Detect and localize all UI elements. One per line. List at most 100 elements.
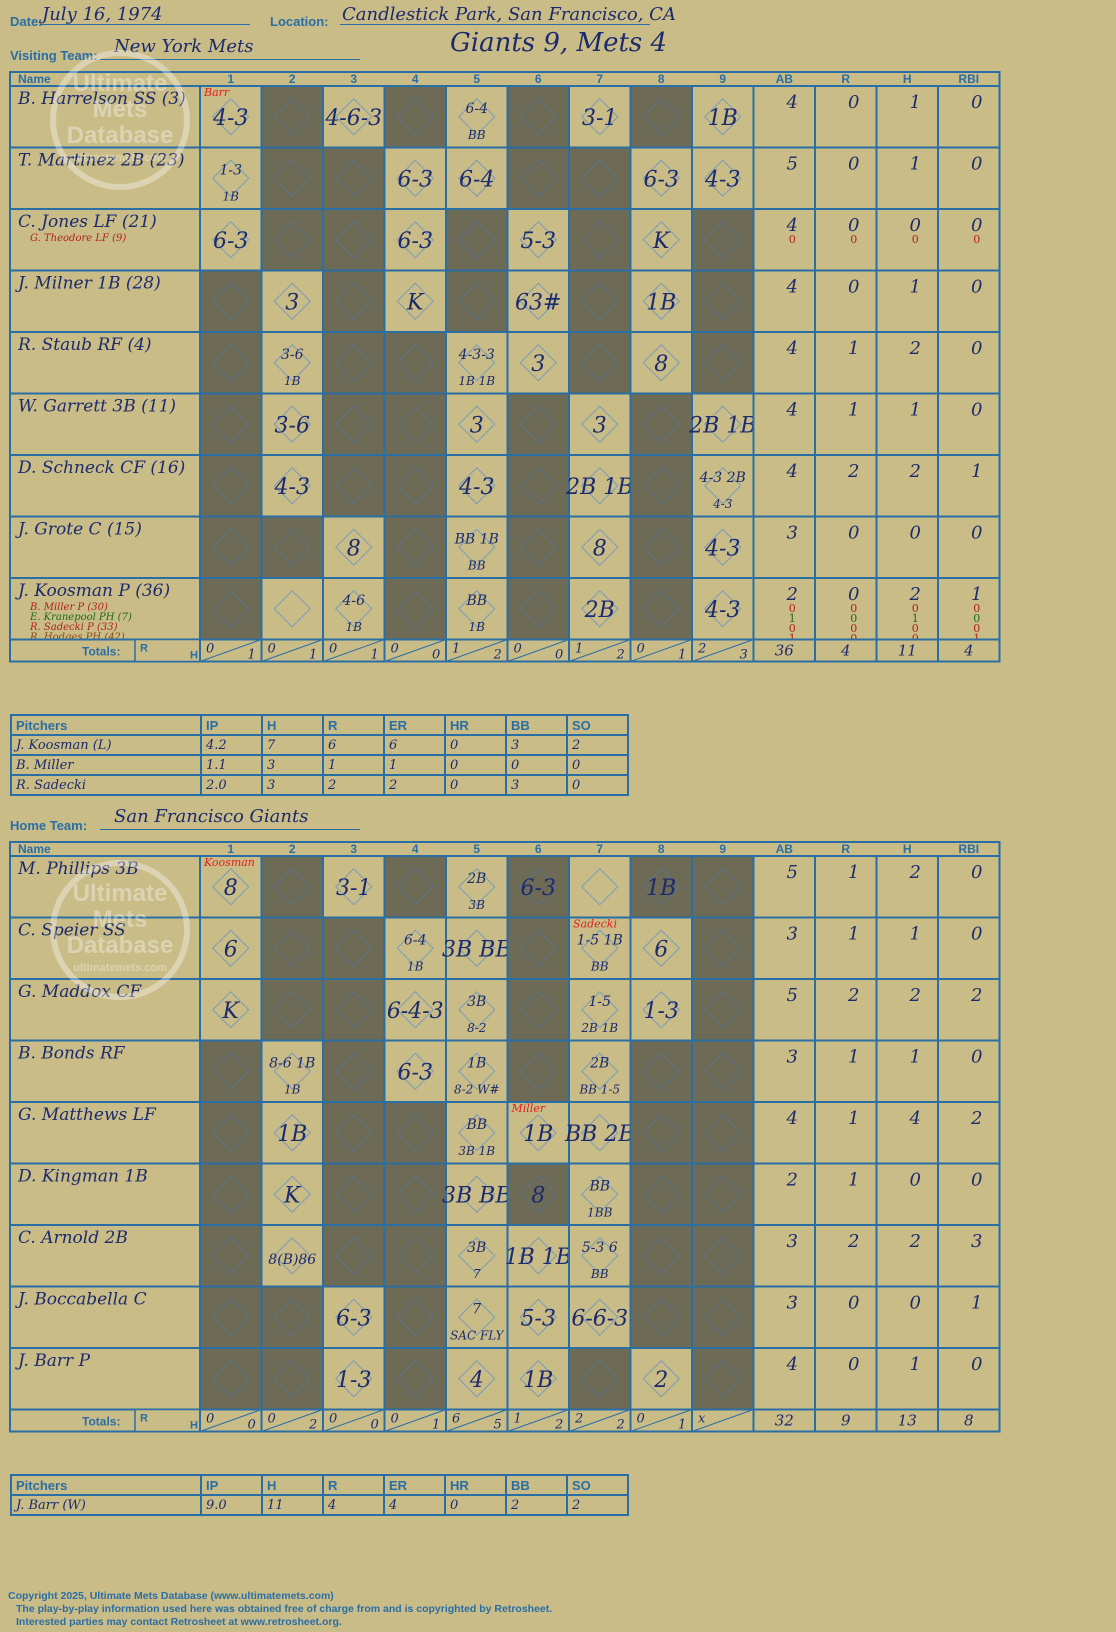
inning-runs: 0 <box>268 1412 276 1427</box>
diamond-icon <box>642 868 680 906</box>
diamond-icon <box>581 1114 619 1152</box>
diamond-icon <box>273 1237 311 1275</box>
at-bat-cell <box>383 1039 447 1103</box>
at-bat-cell <box>199 1285 263 1349</box>
play-notation-secondary: 1B <box>407 959 424 973</box>
stat-cell <box>875 1224 939 1288</box>
at-bat-cell <box>568 208 632 272</box>
player-name: J. Grote C (15) <box>15 520 142 540</box>
substitute-stat-rbi: 0 <box>973 602 980 615</box>
at-bat-cell <box>199 515 263 579</box>
diamond-icon <box>396 467 434 505</box>
diamond-icon <box>519 282 557 320</box>
pitcher-stat: R. Sadecki <box>10 774 202 796</box>
pitcher-stat: 0 <box>566 754 629 776</box>
inning-hits: 5 <box>494 1418 502 1433</box>
at-bat-cell <box>568 1039 632 1103</box>
play-notation: 6 <box>224 937 238 962</box>
pitcher-stat: 4 <box>383 1494 446 1516</box>
stat-value-h: 2 <box>909 985 921 1006</box>
name-column-header: Name <box>18 842 51 856</box>
at-bat-cell <box>383 454 447 518</box>
inning-header-6: 6 <box>535 842 542 856</box>
stat-value-h: 1 <box>910 400 921 421</box>
diamond-icon <box>519 405 557 443</box>
stat-value-h: 0 <box>910 1170 921 1191</box>
total-divider <box>445 1409 508 1432</box>
play-notation: 2 <box>653 1368 668 1393</box>
stat-value-r: 0 <box>848 1354 859 1375</box>
stat-value-r: 2 <box>847 985 859 1006</box>
stat-cell <box>752 1347 816 1411</box>
at-bat-cell <box>199 916 263 980</box>
diamond-icon <box>704 868 742 906</box>
stat-value-ab: 3 <box>787 924 798 945</box>
diamond-icon <box>642 1237 680 1275</box>
diamond-icon <box>642 98 680 136</box>
at-bat-cell <box>383 1101 447 1165</box>
diamond-icon <box>212 1175 250 1213</box>
stat-cell <box>814 916 878 980</box>
diamond-icon <box>273 344 311 382</box>
stat-cell <box>814 269 878 333</box>
total-divider <box>630 639 693 662</box>
diamond-icon <box>704 1052 742 1090</box>
watermark-ring <box>50 50 190 190</box>
date-underline <box>40 24 250 25</box>
stat-cell <box>814 1224 878 1288</box>
diamond-icon <box>212 467 250 505</box>
play-notation: 6-3 <box>644 167 679 192</box>
at-bat-cell <box>383 331 447 395</box>
stat-value-r: 0 <box>848 92 859 113</box>
play-notation: 6-3 <box>521 876 556 901</box>
pitcher-stat: 6 <box>383 734 446 756</box>
diamond-icon <box>704 344 742 382</box>
diamond-icon <box>704 1114 742 1152</box>
diamond-icon <box>335 1298 373 1336</box>
inning-hits: 2 <box>616 648 625 663</box>
diamond-icon <box>519 868 557 906</box>
at-bat-cell <box>691 978 755 1042</box>
play-notation: 1B <box>708 106 738 131</box>
diamond-icon <box>212 528 250 566</box>
diamond-icon <box>642 1298 680 1336</box>
stat-value-h: 2 <box>909 338 921 359</box>
at-bat-cell <box>260 916 324 980</box>
stat-value-rbi: 3 <box>971 1231 982 1252</box>
diamond-icon <box>581 98 619 136</box>
diamond-icon <box>212 590 250 628</box>
diamond-icon <box>581 1175 619 1213</box>
diamond-icon <box>273 282 311 320</box>
stat-cell <box>814 1039 878 1103</box>
pitcher-col-hr: HR <box>444 1474 507 1496</box>
pitcher-col-pitchers: Pitchers <box>10 714 202 736</box>
at-bat-cell <box>691 331 755 395</box>
diamond-icon <box>519 1052 557 1090</box>
diamond-icon <box>335 98 373 136</box>
stat-value-r: 1 <box>848 862 859 883</box>
diamond-icon <box>335 159 373 197</box>
at-bat-cell <box>383 85 447 149</box>
at-bat-cell <box>691 208 755 272</box>
play-notation: 4-6 <box>341 593 365 609</box>
diamond-icon <box>396 991 434 1029</box>
pitcher-stat: 2 <box>566 1494 629 1516</box>
pitcher-stat: J. Barr (W) <box>10 1494 202 1516</box>
stat-value-rbi: 0 <box>971 400 982 421</box>
diamond-icon <box>273 1360 311 1398</box>
diamond-icon <box>396 929 434 967</box>
pitcher-stat: 1 <box>383 754 446 776</box>
play-notation: 2B 1B <box>688 413 756 438</box>
play-notation: 3-1 <box>582 106 617 131</box>
at-bat-cell <box>629 331 693 395</box>
play-notation: 3B BB <box>442 937 512 962</box>
diamond-icon <box>273 1175 311 1213</box>
at-bat-cell <box>383 1162 447 1226</box>
play-notation-secondary: 1B 1B <box>458 374 495 388</box>
at-bat-cell <box>260 85 324 149</box>
play-notation: 1B <box>523 1368 553 1393</box>
at-bat-cell <box>506 392 570 456</box>
diamond-icon <box>273 590 311 628</box>
inning-hits: 0 <box>248 1418 256 1433</box>
at-bat-cell <box>199 331 263 395</box>
